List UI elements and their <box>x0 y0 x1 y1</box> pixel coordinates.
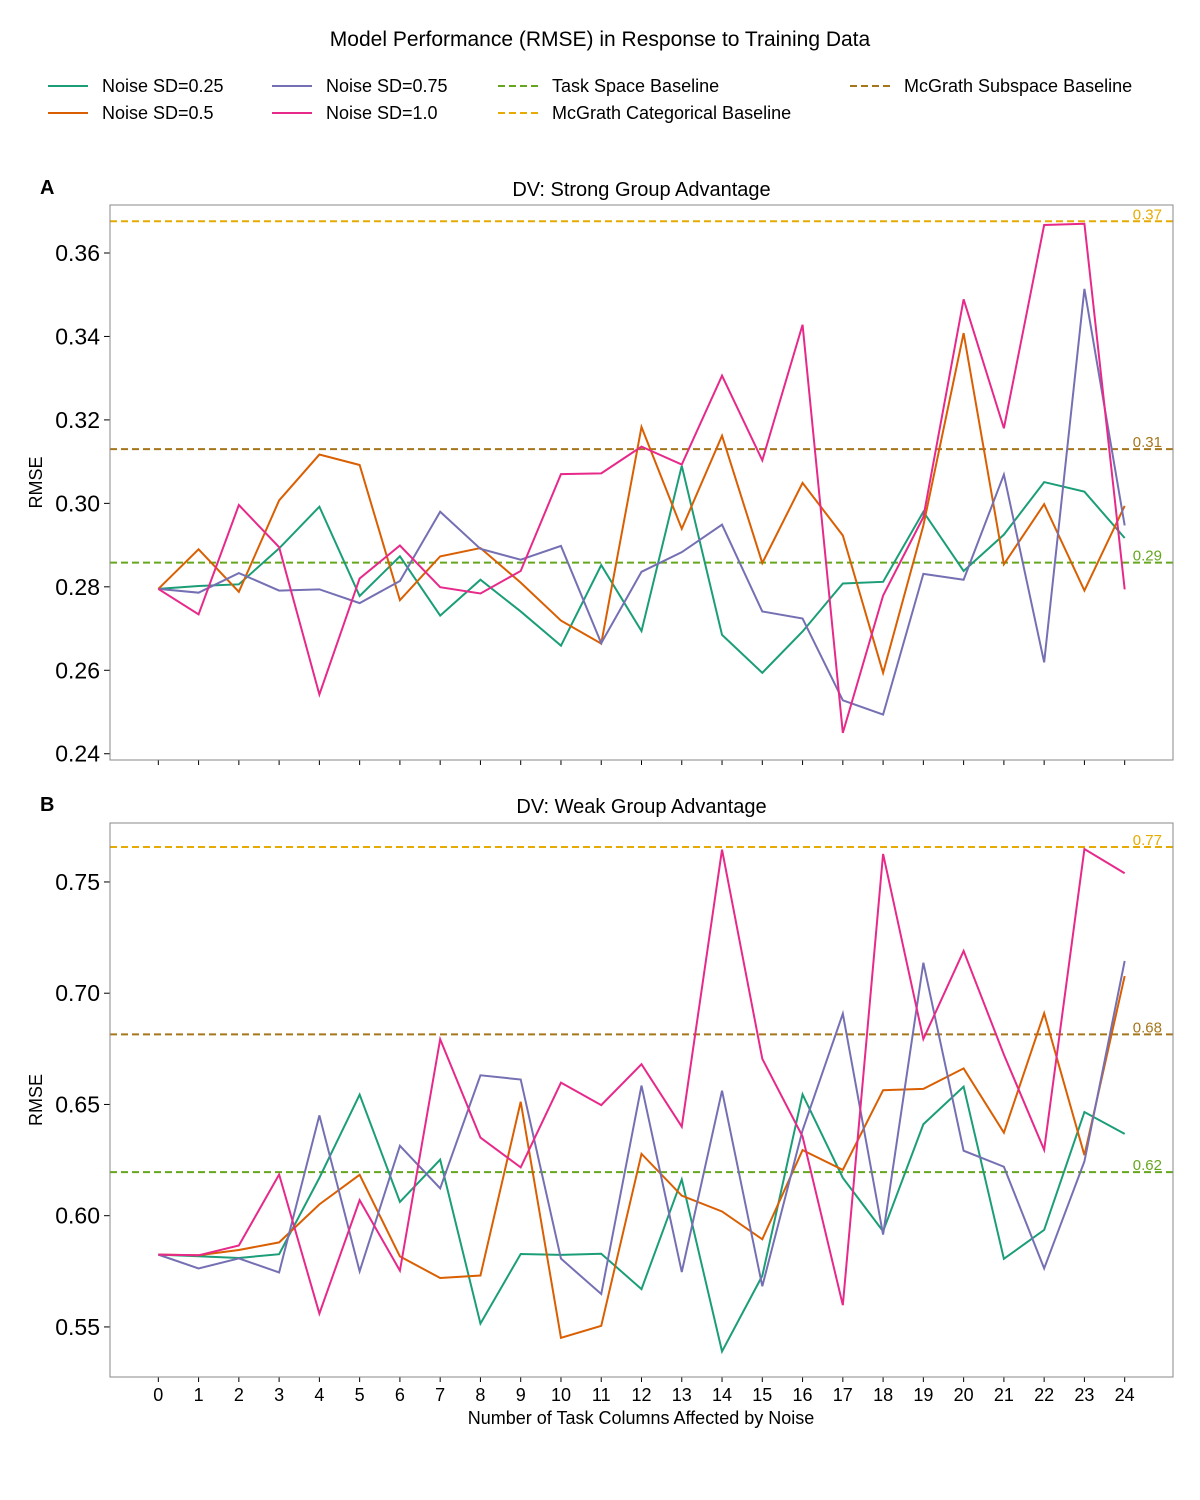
x-tick-label: 10 <box>551 1385 571 1405</box>
y-tick-label: 0.55 <box>55 1314 100 1340</box>
legend-label: Noise SD=0.75 <box>326 76 448 96</box>
legend-label: Noise SD=0.25 <box>102 76 224 96</box>
x-tick-label: 5 <box>355 1385 365 1405</box>
baseline-label: 0.31 <box>1133 434 1162 451</box>
x-tick-label: 8 <box>475 1385 485 1405</box>
x-tick-label: 16 <box>793 1385 813 1405</box>
series-line-noise-sd-0-25 <box>158 465 1126 675</box>
x-tick-label: 19 <box>913 1385 933 1405</box>
x-tick-label: 6 <box>395 1385 405 1405</box>
series-line-noise-sd-0-5 <box>158 975 1126 1340</box>
x-tick-label: 4 <box>314 1385 324 1405</box>
plot-frame <box>109 204 1174 761</box>
x-tick-label: 14 <box>712 1385 732 1405</box>
y-tick-label: 0.32 <box>55 407 100 433</box>
x-tick-label: 18 <box>873 1385 893 1405</box>
legend-item-noise-sd-0-25: Noise SD=0.25 <box>48 76 224 96</box>
baseline-label: 0.68 <box>1133 1019 1162 1036</box>
legend-label: McGrath Categorical Baseline <box>552 103 791 123</box>
x-tick-label: 21 <box>994 1385 1014 1405</box>
series-line-noise-sd-0-75 <box>157 960 1126 1296</box>
x-tick-label: 22 <box>1034 1385 1054 1405</box>
y-tick-label: 0.30 <box>55 490 100 516</box>
x-tick-label: 7 <box>435 1385 445 1405</box>
baseline-label: 0.62 <box>1133 1157 1162 1174</box>
x-tick-label: 9 <box>516 1385 526 1405</box>
y-tick-label: 0.60 <box>55 1203 100 1229</box>
legend-item-noise-sd-1-0: Noise SD=1.0 <box>272 103 438 123</box>
y-tick-label: 0.34 <box>55 323 100 349</box>
legend-item-noise-sd-0-5: Noise SD=0.5 <box>48 103 214 123</box>
panel-a: A DV: Strong Group Advantage 0.24 0.26 0.28 0… <box>26 177 1174 767</box>
x-tick-label: 20 <box>954 1385 974 1405</box>
figure-legend: Noise SD=0.25 Noise SD=0.5 Noise SD=0.75 No… <box>48 76 1132 123</box>
panel-letter: A <box>40 177 54 199</box>
x-tick-label: 1 <box>194 1385 204 1405</box>
y-axis-label: RMSE <box>26 1074 46 1126</box>
y-tick-label: 0.26 <box>55 657 100 683</box>
baseline-label: 0.77 <box>1133 832 1162 849</box>
x-tick-label: 24 <box>1115 1385 1135 1405</box>
series-line-noise-sd-1-0 <box>157 222 1126 734</box>
legend-item-task-space-baseline: Task Space Baseline <box>498 76 719 96</box>
series-line-noise-sd-0-75 <box>158 288 1126 716</box>
panel-title: DV: Strong Group Advantage <box>512 179 770 201</box>
legend-item-mcgrath-subspace-baseline: McGrath Subspace Baseline <box>850 76 1132 96</box>
y-axis-label: RMSE <box>26 456 46 508</box>
x-tick-label: 3 <box>274 1385 284 1405</box>
y-tick-label: 0.75 <box>55 869 100 895</box>
x-tick-label: 15 <box>752 1385 772 1405</box>
legend-item-noise-sd-0-75: Noise SD=0.75 <box>272 76 448 96</box>
baseline-label: 0.37 <box>1133 206 1162 223</box>
x-tick-label: 17 <box>833 1385 853 1405</box>
x-tick-label: 0 <box>153 1385 163 1405</box>
panel-title: DV: Weak Group Advantage <box>516 796 766 818</box>
y-tick-label: 0.70 <box>55 980 100 1006</box>
series-line-noise-sd-0-25 <box>158 1084 1126 1355</box>
y-tick-label: 0.24 <box>55 741 100 767</box>
x-tick-label: 12 <box>631 1385 651 1405</box>
x-tick-label: 23 <box>1074 1385 1094 1405</box>
legend-label: Task Space Baseline <box>552 76 719 96</box>
legend-item-mcgrath-categorical-baseline: McGrath Categorical Baseline <box>498 103 791 123</box>
plot-frame <box>109 822 1174 1378</box>
series-line-noise-sd-0-5 <box>157 332 1126 677</box>
legend-label: McGrath Subspace Baseline <box>904 76 1132 96</box>
panel-b: B DV: Weak Group Advantage 0.55 0.60 0.65 0.7… <box>26 794 1174 1405</box>
y-tick-label: 0.36 <box>55 240 100 266</box>
y-tick-label: 0.28 <box>55 574 100 600</box>
x-axis-label: Number of Task Columns Affected by Noise <box>468 1408 815 1428</box>
x-tick-label: 2 <box>234 1385 244 1405</box>
panel-letter: B <box>40 794 54 816</box>
x-tick-label: 11 <box>592 1385 611 1405</box>
legend-label: Noise SD=0.5 <box>102 103 214 123</box>
x-tick-label: 13 <box>672 1385 692 1405</box>
series-line-noise-sd-1-0 <box>158 847 1126 1317</box>
baseline-label: 0.29 <box>1133 548 1162 565</box>
figure-title: Model Performance (RMSE) in Response to … <box>330 28 871 51</box>
y-tick-label: 0.65 <box>55 1091 100 1117</box>
legend-label: Noise SD=1.0 <box>326 103 438 123</box>
